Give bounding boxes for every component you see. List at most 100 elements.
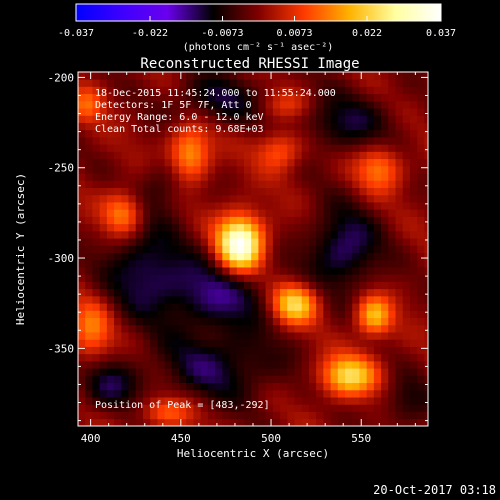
heatmap-cell	[99, 339, 108, 347]
heatmap-cell	[99, 72, 108, 80]
heatmap-cell	[200, 151, 209, 160]
heatmap-cell	[78, 173, 86, 181]
heatmap-cell	[215, 93, 223, 102]
heatmap-cell	[388, 418, 396, 426]
heatmap-cell	[345, 202, 353, 210]
heatmap-cell	[150, 295, 158, 304]
heatmap-cell	[215, 79, 223, 87]
heatmap-cell	[164, 353, 173, 362]
heatmap-cell	[78, 137, 86, 145]
heatmap-cell	[287, 202, 295, 210]
heatmap-cell	[135, 93, 144, 102]
heatmap-cell	[388, 173, 396, 181]
heatmap-cell	[265, 267, 274, 275]
heatmap-cell	[366, 122, 375, 131]
heatmap-cell	[373, 245, 382, 254]
heatmap-cell	[330, 404, 339, 412]
heatmap-cell	[106, 389, 115, 398]
annotation-detectors: Detectors: 1F 5F 7F, Att 0	[95, 100, 252, 111]
heatmap-cell	[222, 303, 230, 311]
heatmap-cell	[280, 79, 288, 87]
heatmap-cell	[366, 411, 375, 420]
heatmap-cell	[106, 339, 115, 347]
heatmap-cell	[121, 187, 129, 196]
heatmap-cell	[142, 324, 151, 333]
heatmap-cell	[265, 93, 274, 102]
heatmap-cell	[258, 100, 267, 109]
heatmap-cell	[121, 151, 129, 160]
heatmap-cell	[150, 209, 158, 217]
heatmap-cell	[215, 389, 223, 398]
heatmap-cell	[373, 86, 382, 95]
heatmap-cell	[85, 411, 93, 420]
heatmap-cell	[157, 303, 165, 311]
heatmap-cell	[402, 368, 411, 376]
heatmap-cell	[330, 137, 339, 145]
heatmap-cell	[265, 404, 274, 412]
heatmap-cell	[99, 86, 108, 95]
heatmap-cell	[366, 267, 375, 275]
heatmap-cell	[92, 93, 101, 102]
heatmap-cell	[258, 173, 267, 181]
colorbar-tick-label: 0.022	[352, 28, 382, 39]
heatmap-cell	[251, 310, 259, 319]
heatmap-cell	[280, 389, 288, 398]
heatmap-cell	[381, 346, 389, 355]
heatmap-cell	[417, 144, 425, 152]
heatmap-cell	[179, 346, 187, 355]
heatmap-cell	[215, 267, 223, 275]
heatmap-cell	[345, 223, 353, 232]
heatmap-cell	[92, 317, 101, 326]
heatmap-cell	[417, 274, 425, 282]
heatmap-cell	[330, 368, 339, 376]
heatmap-cell	[265, 353, 274, 362]
heatmap-cell	[366, 115, 375, 123]
heatmap-cell	[308, 339, 317, 347]
heatmap-cell	[417, 165, 425, 174]
heatmap-cell	[78, 303, 86, 311]
heatmap-cell	[258, 86, 267, 95]
heatmap-cell	[200, 339, 209, 347]
heatmap-cell	[229, 274, 238, 282]
heatmap-cell	[171, 245, 180, 254]
heatmap-cell	[409, 389, 418, 398]
heatmap-cell	[251, 418, 259, 426]
heatmap-cell	[352, 187, 360, 196]
heatmap-cell	[207, 245, 216, 254]
heatmap-cell	[323, 137, 331, 145]
heatmap-cell	[222, 108, 230, 116]
heatmap-cell	[280, 151, 288, 160]
heatmap-cell	[345, 332, 353, 340]
heatmap-cell	[164, 216, 173, 225]
heatmap-cell	[337, 389, 346, 398]
heatmap-cell	[78, 100, 86, 109]
heatmap-cell	[417, 115, 425, 123]
heatmap-cell	[345, 397, 353, 405]
heatmap-cell	[280, 418, 288, 426]
heatmap-cell	[193, 129, 202, 138]
heatmap-cell	[121, 238, 129, 246]
heatmap-cell	[402, 375, 411, 384]
heatmap-cell	[99, 274, 108, 282]
heatmap-cell	[395, 295, 404, 304]
heatmap-cell	[316, 100, 324, 109]
heatmap-cell	[424, 180, 428, 188]
heatmap-cell	[345, 389, 353, 398]
heatmap-cell	[359, 202, 368, 210]
heatmap-cell	[164, 295, 173, 304]
heatmap-cell	[330, 259, 339, 268]
heatmap-cell	[301, 339, 310, 347]
heatmap-cell	[229, 202, 238, 210]
heatmap-cell	[150, 368, 158, 376]
heatmap-cell	[409, 368, 418, 376]
heatmap-cell	[417, 230, 425, 239]
heatmap-cell	[395, 86, 404, 95]
heatmap-cell	[287, 223, 295, 232]
heatmap-cell	[345, 144, 353, 152]
heatmap-cell	[373, 303, 382, 311]
heatmap-cell	[373, 404, 382, 412]
heatmap-cell	[417, 259, 425, 268]
heatmap-cell	[78, 245, 86, 254]
heatmap-cell	[229, 259, 238, 268]
heatmap-cell	[135, 209, 144, 217]
